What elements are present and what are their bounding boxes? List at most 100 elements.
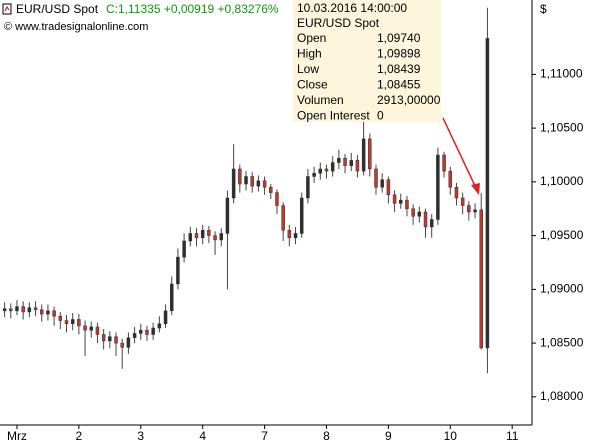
candle-body	[312, 173, 316, 177]
candle-body	[256, 180, 261, 187]
candle-body	[39, 309, 44, 315]
candle-body	[250, 176, 254, 187]
candle-body	[126, 337, 131, 348]
candle-body	[244, 176, 248, 185]
candle-body	[355, 160, 360, 172]
candle-body	[46, 310, 50, 315]
candle-body	[163, 310, 168, 324]
candle-body	[429, 219, 434, 228]
candle-body	[411, 208, 415, 217]
symbol: EUR/USD Spot	[16, 2, 99, 16]
candle-body	[157, 323, 162, 329]
axis-unit: $	[540, 2, 547, 16]
candle-body	[361, 138, 366, 172]
candle-body	[485, 38, 490, 349]
y-tick-label: 1,08000	[540, 389, 584, 403]
tooltip-label: Close	[297, 78, 328, 92]
candle-body	[324, 168, 329, 172]
x-tick-label: 10	[444, 429, 458, 443]
y-tick-label: 1,10000	[540, 174, 584, 188]
candle-body	[318, 168, 323, 174]
candle-body	[70, 319, 75, 324]
y-tick-label: 1,10500	[540, 120, 584, 134]
candle-body	[473, 209, 477, 213]
y-tick-label: 1,08500	[540, 335, 584, 349]
tooltip-value: 1,08439	[377, 62, 421, 76]
candle-body	[207, 229, 211, 236]
candle-body	[269, 186, 273, 193]
candle-body	[101, 334, 106, 342]
tooltip-label: Open	[297, 31, 326, 45]
x-tick-label: 8	[323, 429, 330, 443]
candle-body	[145, 329, 149, 335]
plot-area	[2, 7, 490, 374]
candle-body	[380, 179, 384, 188]
x-tick-label: 4	[199, 429, 206, 443]
candle-body	[467, 205, 471, 213]
tooltip: 10.03.2016 14:00:00 EUR/USD Spot Open 1,0…	[293, 0, 441, 123]
candle-body	[442, 154, 446, 172]
y-tick-label: 1,11000	[540, 67, 583, 81]
candle-body	[27, 307, 32, 313]
candle-body	[281, 205, 285, 231]
candle-body	[368, 138, 372, 170]
candle-body	[194, 233, 199, 239]
candle-body	[423, 211, 428, 228]
tooltip-value: 1,08455	[377, 78, 421, 92]
candle-body	[114, 336, 118, 344]
candle-body	[231, 168, 236, 199]
candle-body	[479, 209, 483, 349]
candle-body	[399, 199, 403, 204]
candle-body	[176, 256, 180, 285]
symbol-icon	[2, 3, 12, 15]
candle-body	[188, 233, 193, 242]
tooltip-date: 10.03.2016 14:00:00	[297, 1, 407, 15]
candle-body	[330, 162, 335, 172]
candle-body	[219, 233, 223, 241]
candle-body	[21, 306, 25, 313]
x-tick-label: 11	[506, 429, 519, 443]
candle-body	[2, 308, 7, 312]
candle-body	[436, 154, 440, 220]
candle-body	[238, 168, 242, 185]
candle-body	[52, 310, 56, 317]
source: © www.tradesignalonline.com	[4, 21, 148, 33]
y-tick-label: 1,09000	[540, 282, 584, 296]
candle-body	[225, 197, 230, 234]
candle-body	[293, 233, 298, 239]
x-tick-label: 7	[261, 429, 268, 443]
candle-body	[64, 320, 69, 324]
candle-body	[151, 327, 155, 335]
candle-body	[139, 329, 143, 334]
candle-body	[275, 192, 279, 206]
candle-body	[287, 229, 292, 239]
candle-body	[83, 325, 87, 331]
candle-body	[454, 186, 459, 199]
tooltip-label: Low	[297, 62, 319, 76]
y-tick-label: 1,09500	[540, 228, 584, 242]
candle-body	[108, 336, 112, 342]
candle-body	[405, 199, 409, 209]
tooltip-value: 0	[377, 109, 384, 123]
x-tick-label: 3	[137, 429, 144, 443]
candle-body	[392, 194, 397, 204]
candle-body	[58, 315, 63, 321]
candle-body	[89, 326, 94, 331]
tooltip-value: 1,09898	[377, 47, 421, 61]
tooltip-box	[293, 0, 441, 122]
arrow	[442, 117, 477, 189]
x-tick-label: Mrz	[7, 429, 27, 443]
tooltip-rows: Open 1,09740 High 1,09898 Low 1,08439 Close 1,0…	[297, 31, 441, 123]
candle-body	[213, 235, 217, 241]
candle-body	[120, 342, 124, 348]
candle-body	[33, 307, 38, 311]
tooltip-value: 1,09740	[377, 31, 421, 45]
candle-body	[386, 179, 391, 196]
candle-body	[132, 333, 137, 338]
arrow-head	[471, 183, 480, 195]
candle-body	[349, 160, 353, 166]
tooltip-label: High	[297, 47, 322, 61]
candle-body	[9, 308, 13, 312]
x-tick-label: 2	[76, 429, 83, 443]
